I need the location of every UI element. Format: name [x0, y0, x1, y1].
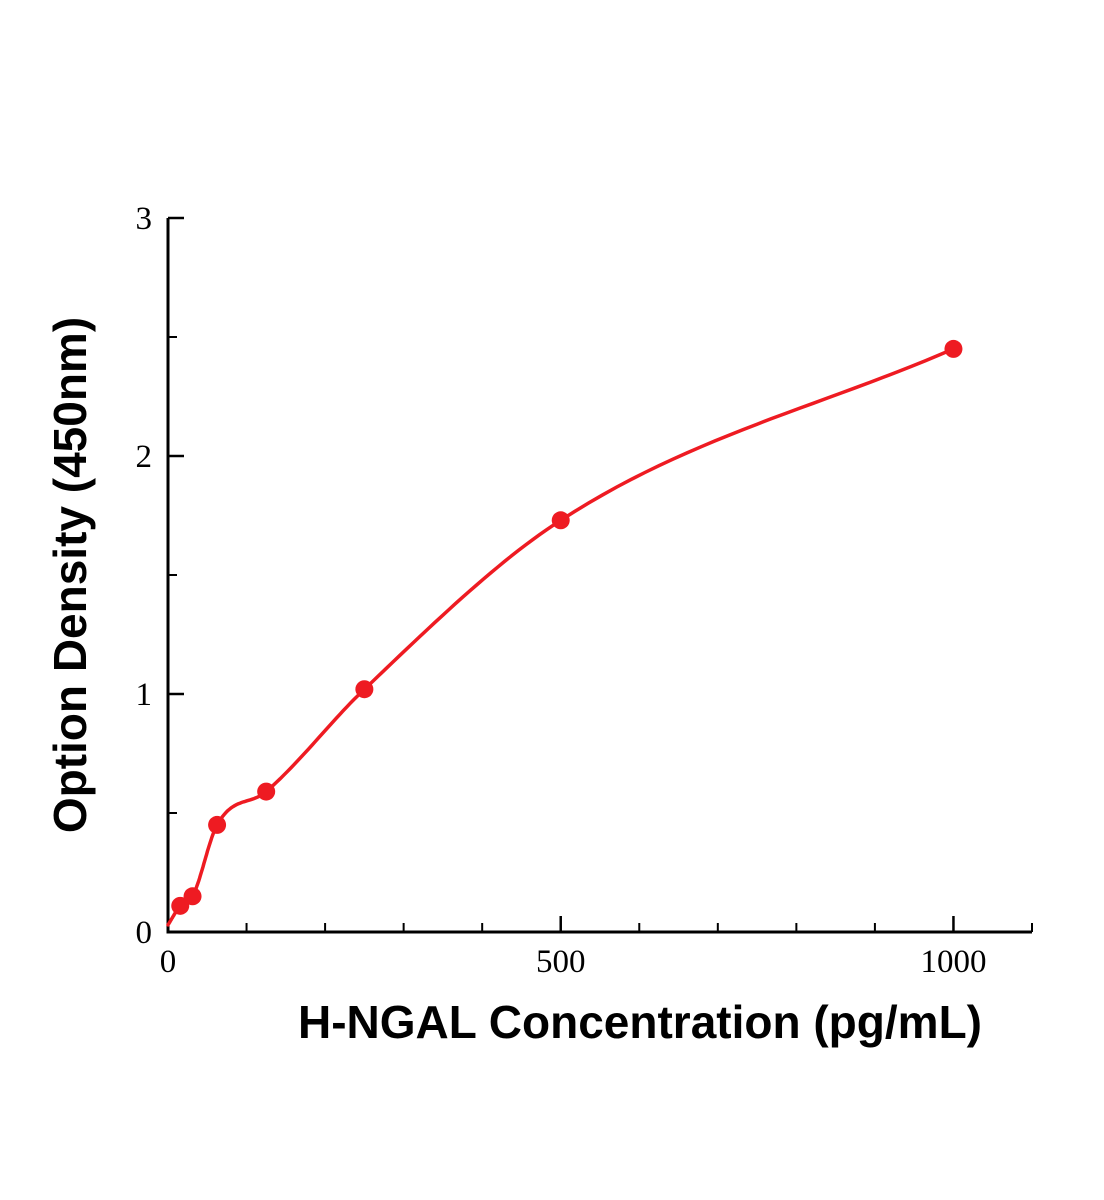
fit-curve	[166, 347, 956, 927]
x-axis-title: H-NGAL Concentration (pg/mL)	[298, 996, 982, 1048]
y-tick-label: 0	[136, 915, 153, 951]
data-point	[183, 887, 202, 906]
y-tick-label: 3	[136, 201, 153, 237]
data-point	[171, 896, 190, 915]
y-axis-title: Option Density (450nm)	[44, 317, 96, 833]
axes	[166, 218, 1032, 934]
data-point	[944, 339, 963, 358]
data-points-layer	[171, 339, 963, 915]
x-tick-label: 0	[160, 944, 177, 980]
x-tick-label: 500	[536, 944, 586, 980]
fit-curve-layer	[166, 347, 956, 927]
y-tick-label: 2	[136, 439, 153, 475]
data-point	[208, 815, 227, 834]
tick-labels: 0 500 1000 0 1 2 3	[136, 201, 987, 980]
tick-marks	[166, 216, 1033, 934]
data-point	[355, 680, 374, 699]
data-point	[551, 511, 570, 530]
y-tick-label: 1	[136, 677, 153, 713]
x-tick-label: 1000	[920, 944, 986, 980]
data-point	[257, 782, 276, 801]
